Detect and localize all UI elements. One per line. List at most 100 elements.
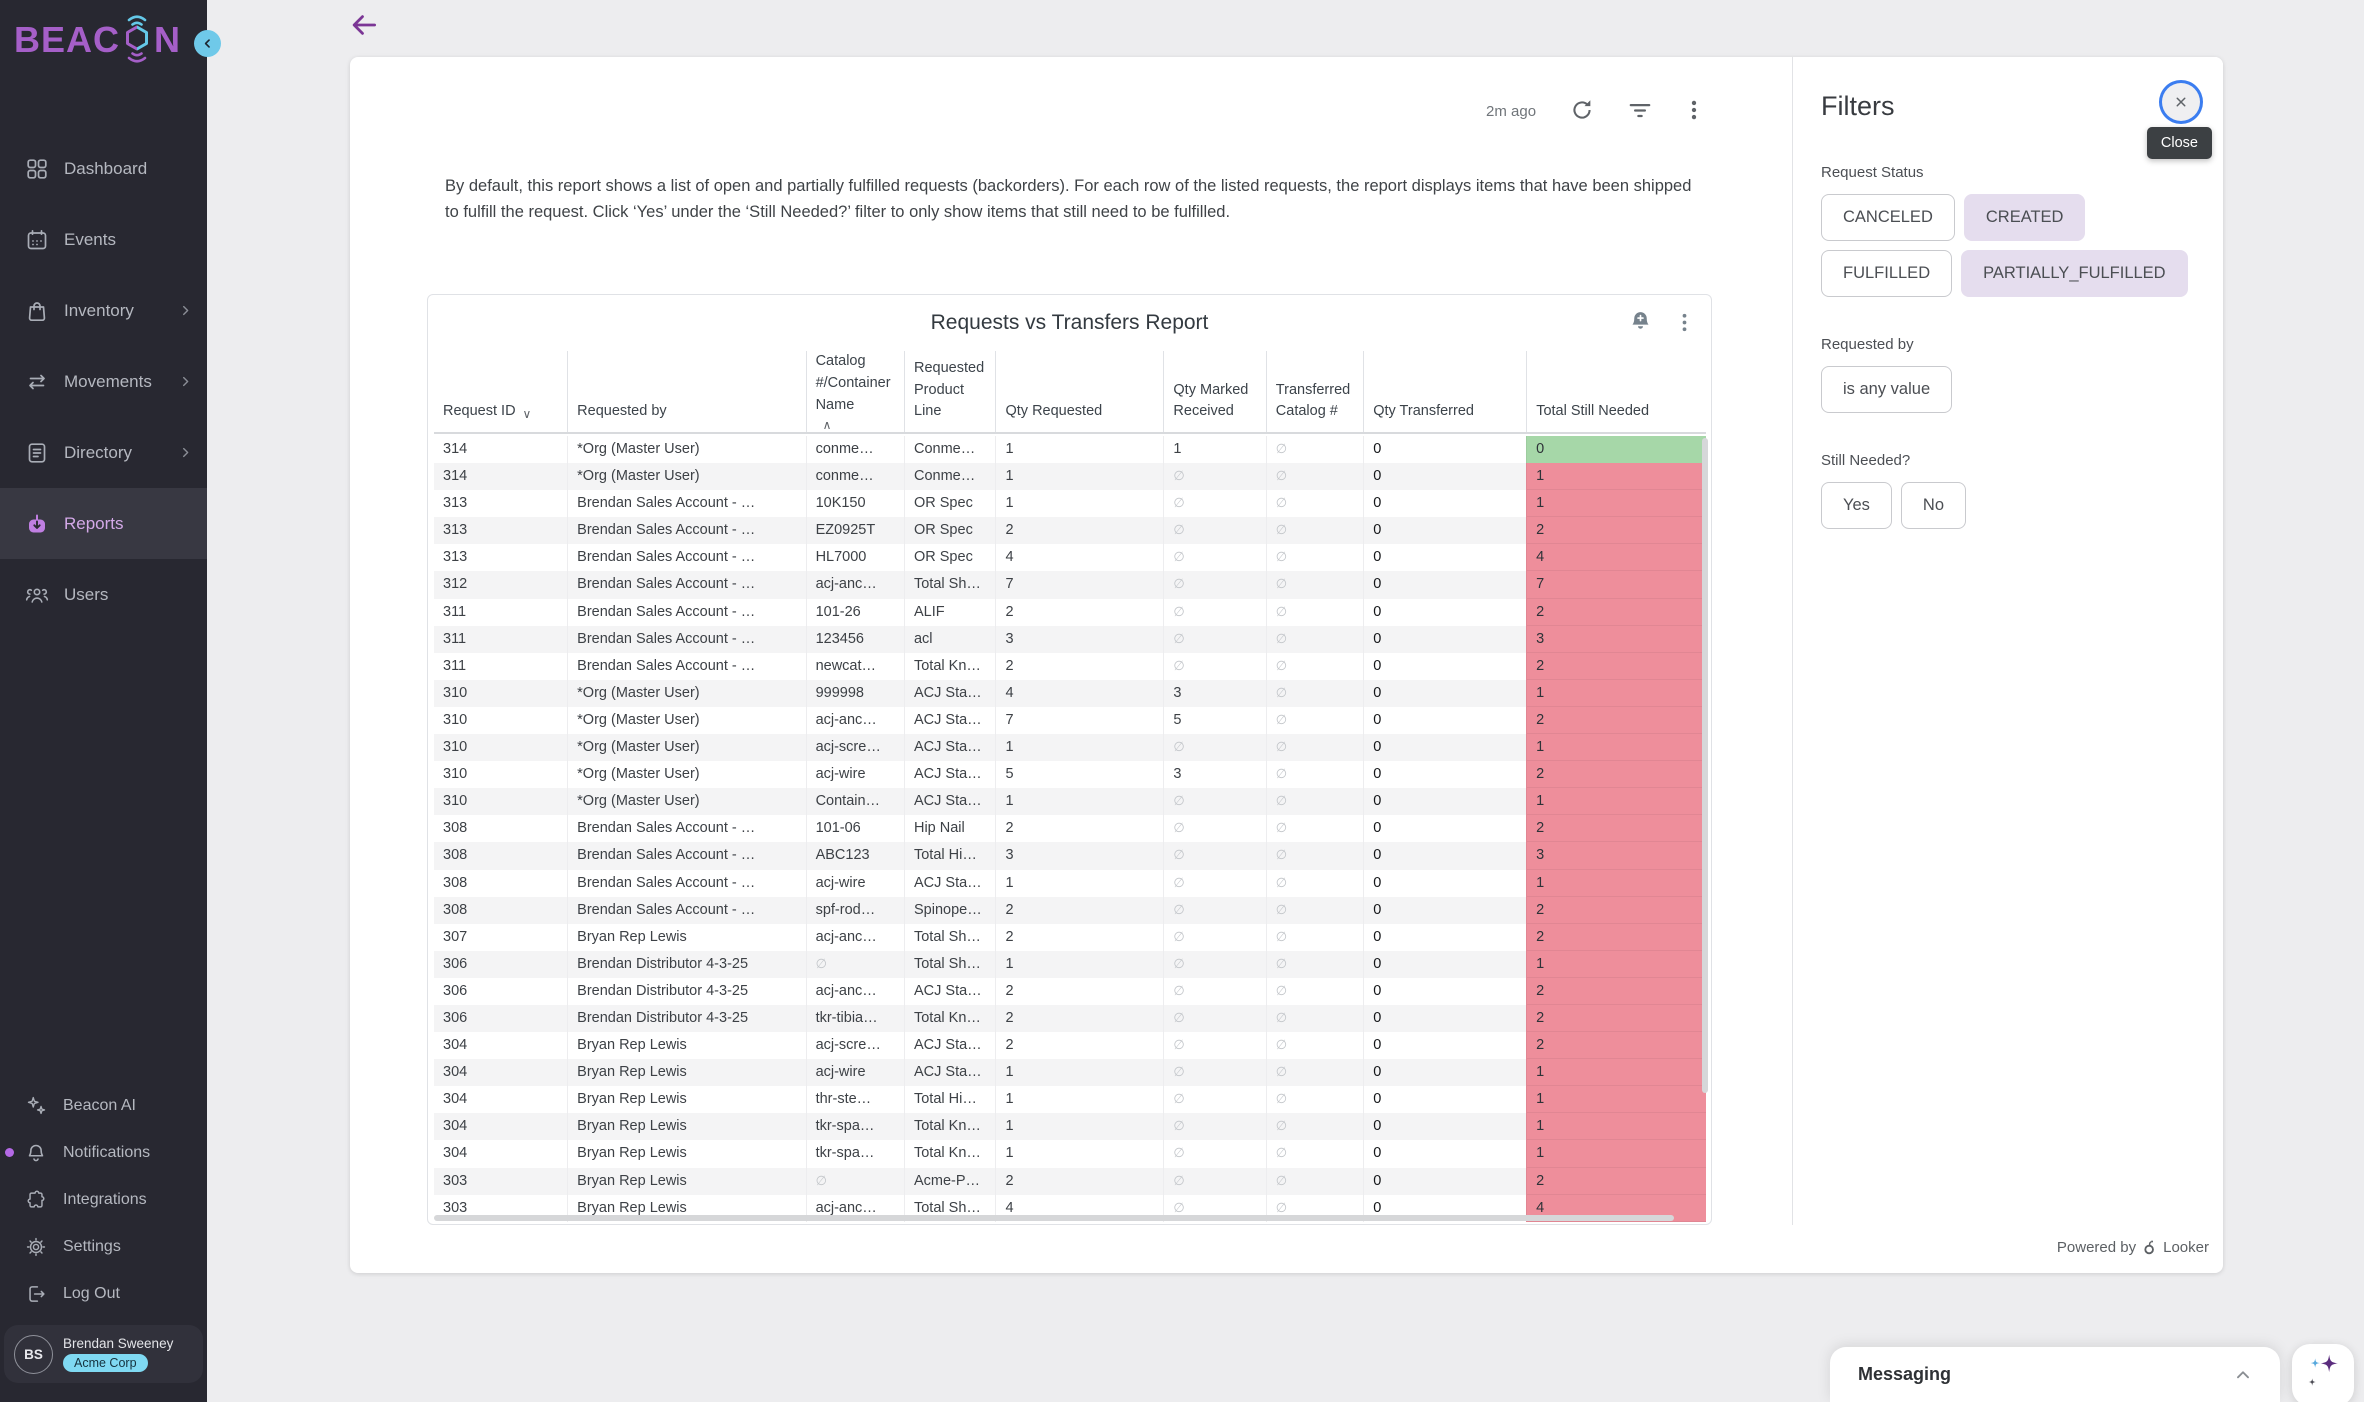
table-cell[interactable]: spf-rod… — [805, 896, 904, 924]
table-cell[interactable]: 308 — [443, 820, 468, 837]
table-cell[interactable]: 304 — [443, 1091, 468, 1108]
table-cell[interactable]: OR Spec — [903, 544, 995, 572]
cell-total-still-needed[interactable]: 1 — [1526, 1140, 1706, 1168]
table-cell[interactable]: 0 — [1363, 977, 1526, 1005]
table-cell[interactable]: acj-anc… — [805, 923, 904, 951]
table-cell[interactable]: 10K150 — [805, 490, 904, 518]
table-cell[interactable]: 0 — [1363, 1032, 1526, 1060]
table-cell[interactable]: ALIF — [903, 598, 995, 626]
table-cell[interactable]: 314 — [443, 441, 468, 457]
table-cell[interactable]: ∅ — [1163, 463, 1265, 491]
table-cell[interactable]: acj-anc… — [805, 706, 904, 735]
table-cell[interactable]: ∅ — [1265, 761, 1363, 789]
cell-total-still-needed[interactable]: 2 — [1526, 652, 1706, 680]
table-cell[interactable]: 0 — [1363, 1113, 1526, 1141]
table-cell[interactable]: 0 — [1363, 625, 1526, 653]
table-cell[interactable]: 0 — [1363, 788, 1526, 816]
table-cell[interactable]: 7 — [995, 571, 1163, 599]
table-cell[interactable]: 2 — [995, 896, 1163, 924]
cell-total-still-needed[interactable]: 1 — [1526, 490, 1706, 518]
cell-total-still-needed[interactable]: 2 — [1526, 977, 1706, 1005]
table-cell[interactable]: ∅ — [1163, 571, 1265, 599]
table-cell[interactable]: HL7000 — [805, 544, 904, 572]
table-cell[interactable]: Brendan Sales Account - … — [567, 598, 805, 626]
column-header-qty-requested[interactable]: Qty Requested — [995, 351, 1163, 432]
table-cell[interactable]: 1 — [995, 490, 1163, 518]
table-cell[interactable]: 1 — [995, 734, 1163, 762]
table-cell[interactable]: OR Spec — [903, 490, 995, 518]
table-cell[interactable]: ∅ — [1163, 1113, 1265, 1141]
sidebar-collapse-button[interactable] — [194, 30, 221, 57]
table-cell[interactable]: 0 — [1363, 679, 1526, 707]
table-cell[interactable]: 0 — [1363, 517, 1526, 545]
table-cell[interactable]: ∅ — [1265, 1113, 1363, 1141]
table-cell[interactable]: 311 — [443, 630, 467, 647]
table-cell[interactable]: 999998 — [805, 679, 904, 707]
table-cell[interactable]: 308 — [443, 847, 468, 864]
table-cell[interactable]: Bryan Rep Lewis — [567, 1032, 805, 1060]
table-cell[interactable]: Bryan Rep Lewis — [567, 1086, 805, 1114]
chevron-up-icon[interactable] — [2232, 1364, 2254, 1386]
table-cell[interactable]: 5 — [1163, 706, 1265, 735]
table-cell[interactable]: 0 — [1363, 571, 1526, 599]
table-cell[interactable]: *Org (Master User) — [567, 761, 805, 789]
table-cell[interactable]: 2 — [995, 652, 1163, 680]
column-header-qty-transferred[interactable]: Qty Transferred — [1363, 351, 1526, 432]
cell-total-still-needed[interactable]: 2 — [1526, 1167, 1706, 1195]
table-cell[interactable]: 310 — [443, 793, 468, 810]
table-cell[interactable]: 310 — [443, 766, 468, 783]
table-cell[interactable]: 3 — [995, 842, 1163, 870]
table-cell[interactable]: 1 — [995, 950, 1163, 978]
table-cell[interactable]: ABC123 — [805, 842, 904, 870]
table-cell[interactable]: Hip Nail — [903, 815, 995, 843]
table-cell[interactable]: Bryan Rep Lewis — [567, 1194, 805, 1222]
table-cell[interactable]: tkr-tibia… — [805, 1004, 904, 1033]
table-cell[interactable]: 311 — [443, 657, 467, 674]
table-cell[interactable]: OR Spec — [903, 517, 995, 545]
table-cell[interactable]: ∅ — [1265, 869, 1363, 897]
table-cell[interactable]: 0 — [1363, 436, 1526, 464]
table-cell[interactable]: ∅ — [1163, 815, 1265, 843]
table-cell[interactable]: 0 — [1363, 761, 1526, 789]
table-cell[interactable]: Bryan Rep Lewis — [567, 1167, 805, 1195]
sidebar-item-settings[interactable]: Settings — [0, 1223, 207, 1270]
cell-total-still-needed[interactable]: 1 — [1526, 950, 1706, 978]
table-cell[interactable]: 0 — [1363, 1140, 1526, 1168]
table-cell[interactable]: Brendan Sales Account - … — [567, 625, 805, 653]
table-cell[interactable]: 0 — [1363, 544, 1526, 572]
filter-chip-partially-fulfilled[interactable]: PARTIALLY_FULFILLED — [1961, 250, 2188, 297]
sidebar-item-beacon-ai[interactable]: Beacon AI — [0, 1082, 207, 1129]
table-cell[interactable]: ∅ — [1265, 1004, 1363, 1033]
table-cell[interactable]: ∅ — [1265, 1167, 1363, 1195]
column-header-transferred-catalog[interactable]: Transferred Catalog # — [1265, 351, 1363, 432]
table-cell[interactable]: Brendan Sales Account - … — [567, 842, 805, 870]
table-cell[interactable]: 1 — [995, 436, 1163, 464]
table-cell[interactable]: Total Sh… — [903, 950, 995, 978]
table-cell[interactable]: ACJ Sta… — [903, 679, 995, 707]
sidebar-item-integrations[interactable]: Integrations — [0, 1176, 207, 1223]
table-cell[interactable]: acj-wire — [805, 869, 904, 897]
table-cell[interactable]: ∅ — [1265, 490, 1363, 518]
user-card[interactable]: BS Brendan Sweeney Acme Corp — [4, 1325, 203, 1383]
cell-total-still-needed[interactable]: 1 — [1526, 679, 1706, 707]
table-cell[interactable]: ACJ Sta… — [903, 734, 995, 762]
table-cell[interactable]: 306 — [443, 955, 468, 972]
table-cell[interactable]: acj-wire — [805, 761, 904, 789]
table-cell[interactable]: Bryan Rep Lewis — [567, 923, 805, 951]
table-cell[interactable]: ∅ — [1265, 1059, 1363, 1087]
cell-total-still-needed[interactable]: 1 — [1526, 1086, 1706, 1114]
table-cell[interactable]: 0 — [1363, 734, 1526, 762]
cell-total-still-needed[interactable]: 1 — [1526, 1059, 1706, 1087]
table-cell[interactable]: 4 — [995, 1194, 1163, 1222]
table-cell[interactable]: ACJ Sta… — [903, 869, 995, 897]
table-cell[interactable]: Brendan Sales Account - … — [567, 490, 805, 518]
table-cell[interactable]: ∅ — [1163, 788, 1265, 816]
table-cell[interactable]: 308 — [443, 874, 468, 891]
table-cell[interactable]: Total Sh… — [903, 923, 995, 951]
table-cell[interactable]: 3 — [1163, 761, 1265, 789]
table-cell[interactable]: conme… — [805, 463, 904, 491]
table-cell[interactable]: 0 — [1363, 896, 1526, 924]
column-header-total-still-needed[interactable]: Total Still Needed — [1526, 351, 1706, 432]
cell-total-still-needed[interactable]: 2 — [1526, 517, 1706, 545]
table-cell[interactable]: 0 — [1363, 652, 1526, 680]
